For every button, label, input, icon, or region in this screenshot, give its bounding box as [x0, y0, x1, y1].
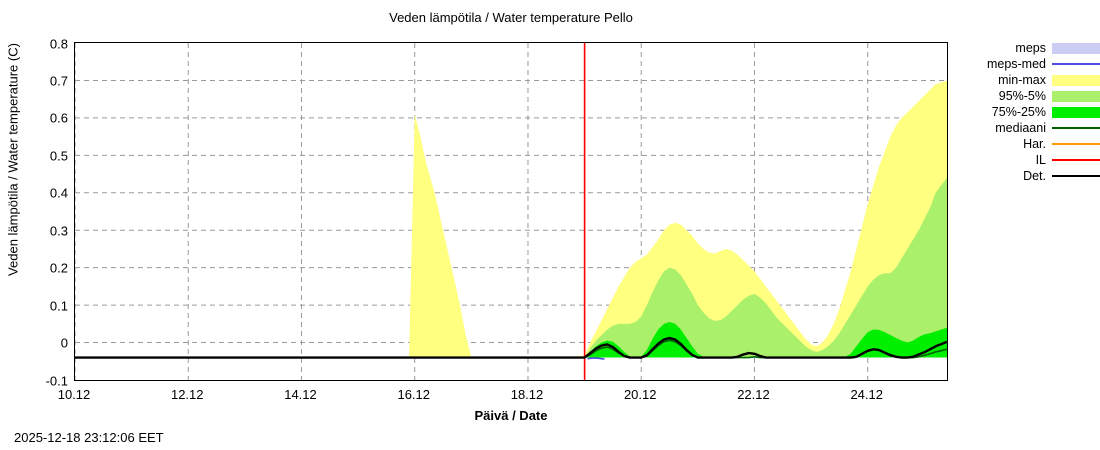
x-tick-label: 10.12 [57, 387, 91, 402]
x-tick-label: 22.12 [737, 387, 770, 402]
legend-item-label: IL [1035, 153, 1046, 167]
legend-item-swatch [1052, 42, 1100, 54]
legend-item-label: 75%-25% [991, 105, 1046, 119]
y-tick-label: 0.3 [49, 223, 68, 239]
x-tick-label: 16.12 [397, 387, 431, 402]
legend-item-swatch [1052, 127, 1100, 129]
chart-canvas [75, 43, 947, 380]
y-tick-label: 0.4 [49, 185, 68, 201]
y-tick-label: -0.1 [45, 373, 68, 388]
band-95%-5% [75, 177, 947, 358]
y-tick-label: 0.7 [49, 73, 68, 89]
legend-item: 75%-25% [960, 104, 1100, 120]
legend-item: meps-med [960, 56, 1100, 72]
y-axis-ticks: 0.8 0.7 0.6 0.5 0.4 0.3 0.2 0.1 0 -0.1 [0, 36, 74, 388]
y-tick-label: 0.8 [49, 36, 68, 51]
legend-item-label: mediaani [995, 121, 1046, 135]
y-tick-label: 0 [60, 335, 68, 351]
line-meps-med [587, 357, 605, 360]
legend-item: min-max [960, 72, 1100, 88]
legend-item-swatch [1052, 159, 1100, 161]
y-tick-label: 0.1 [49, 298, 68, 314]
x-tick-label: 18.12 [510, 387, 544, 402]
page-title: Veden lämpötila / Water temperature Pell… [389, 10, 633, 25]
timestamp: 2025-12-18 23:12:06 EET [14, 430, 164, 445]
x-axis-ticks: 10.12 12.12 14.12 16.12 18.12 20.12 22.12 24.12 [58, 383, 948, 407]
legend-item-label: Det. [1023, 169, 1046, 183]
legend-item: meps [960, 40, 1100, 56]
legend: meps meps-med min-max 95%-5% 75%-25% mediaani… [960, 40, 1100, 184]
legend-item-label: meps [1015, 41, 1046, 55]
legend-item: 95%-5% [960, 88, 1100, 104]
legend-item-label: meps-med [986, 57, 1046, 71]
legend-item-swatch [1052, 90, 1100, 102]
x-tick-label: 20.12 [623, 387, 657, 402]
x-tick-label: 14.12 [284, 387, 317, 402]
legend-item: IL [960, 152, 1100, 168]
legend-item-swatch [1052, 143, 1100, 145]
legend-item: mediaani [960, 120, 1100, 136]
gridlines [75, 43, 947, 380]
x-tick-label: 24.12 [850, 387, 883, 402]
legend-item-swatch [1052, 106, 1100, 118]
legend-item-swatch [1052, 74, 1100, 86]
x-tick-label: 12.12 [170, 387, 204, 402]
line-Det. [75, 336, 947, 359]
legend-item-label: 95%-5% [998, 89, 1046, 103]
legend-item-label: min-max [998, 73, 1046, 87]
y-tick-label: 0.5 [49, 148, 68, 164]
band-min-max [75, 80, 947, 358]
legend-item-label: Har. [1023, 137, 1046, 151]
legend-item: Har. [960, 136, 1100, 152]
plot-area [74, 42, 948, 381]
y-tick-label: 0.6 [49, 110, 68, 126]
legend-item-swatch [1052, 63, 1100, 65]
x-axis-label: Päivä / Date [474, 408, 548, 423]
legend-item-swatch [1052, 175, 1100, 177]
y-tick-label: 0.2 [49, 260, 68, 276]
legend-item: Det. [960, 168, 1100, 184]
